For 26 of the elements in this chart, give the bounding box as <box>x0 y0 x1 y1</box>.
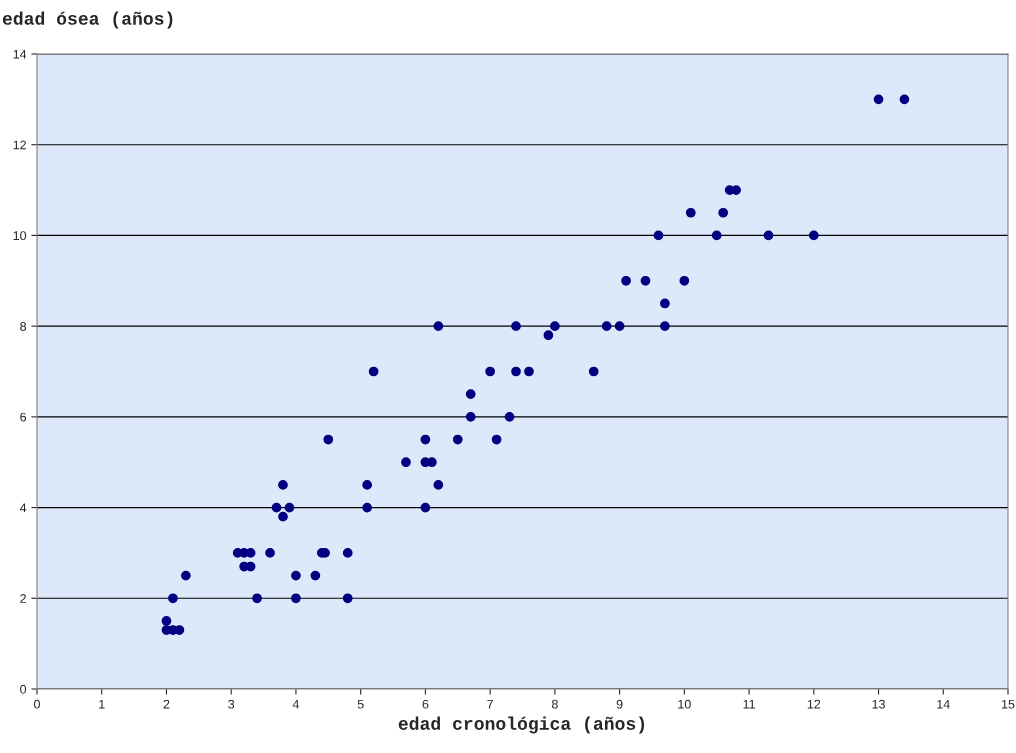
x-tick-label: 0 <box>34 699 40 709</box>
y-tick-label: 0 <box>20 684 27 694</box>
x-tick-label: 5 <box>357 699 364 709</box>
x-tick-label: 9 <box>616 699 623 709</box>
x-tick-label: 6 <box>422 699 429 709</box>
y-axis-title: edad ósea (años) <box>2 11 173 29</box>
x-tick-label: 13 <box>872 699 885 709</box>
y-tick-label: 8 <box>20 321 27 331</box>
x-tick-label: 8 <box>551 699 558 709</box>
x-axis-title: edad cronológica (años) <box>398 716 645 734</box>
x-tick-label: 1 <box>99 699 105 709</box>
y-tick-label: 6 <box>20 412 27 422</box>
y-tick-label: 10 <box>13 231 27 241</box>
x-tick-label: 15 <box>1002 699 1015 709</box>
x-tick-label: 4 <box>292 699 300 709</box>
x-tick-label: 10 <box>678 699 691 709</box>
y-tick-label: 4 <box>19 503 27 513</box>
y-tick-label: 12 <box>13 140 26 150</box>
x-tick-label: 14 <box>937 699 950 709</box>
y-tick-label: 2 <box>20 594 26 603</box>
y-tick-label: 14 <box>13 49 27 59</box>
x-tick-label: 2 <box>163 699 170 709</box>
x-tick-label: 12 <box>807 699 821 709</box>
x-tick-label: 11 <box>743 699 755 709</box>
x-tick-label: 7 <box>487 699 493 709</box>
x-tick-label: 3 <box>228 699 235 709</box>
